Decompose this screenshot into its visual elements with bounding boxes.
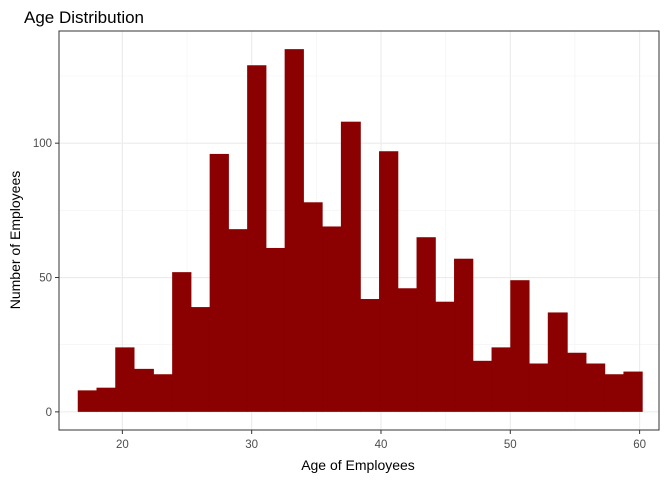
histogram-bar bbox=[134, 368, 154, 412]
x-axis-title: Age of Employees bbox=[301, 457, 415, 473]
histogram-bar bbox=[623, 371, 643, 412]
ticks-layer: 20 30 40 50 60 0 50 100 bbox=[33, 138, 646, 451]
histogram-bar bbox=[416, 237, 436, 412]
histogram-bar bbox=[454, 258, 474, 412]
x-tick-label: 30 bbox=[245, 439, 258, 451]
histogram-bar bbox=[340, 121, 361, 412]
histogram-bar bbox=[379, 151, 399, 412]
bars-layer bbox=[77, 49, 643, 412]
histogram-bar bbox=[491, 347, 511, 412]
histogram-bar bbox=[247, 65, 267, 412]
plot-panel-border bbox=[58, 30, 660, 431]
histogram-bar bbox=[435, 301, 455, 412]
histogram-bar bbox=[284, 49, 304, 412]
histogram-bar bbox=[77, 390, 97, 412]
histogram-bar bbox=[529, 363, 549, 412]
histogram-bar bbox=[397, 288, 418, 412]
x-tick-label: 50 bbox=[504, 439, 517, 451]
histogram-bar bbox=[115, 347, 135, 412]
chart-title: Age Distribution bbox=[24, 8, 144, 27]
histogram-bar bbox=[472, 360, 493, 412]
x-tick-label: 40 bbox=[375, 439, 388, 451]
histogram-bar bbox=[303, 202, 323, 412]
histogram-bar bbox=[360, 299, 380, 412]
x-tick-label: 60 bbox=[633, 439, 646, 451]
histogram-bar bbox=[510, 280, 530, 412]
histogram-bar bbox=[585, 363, 606, 412]
y-tick-label: 0 bbox=[46, 407, 52, 419]
histogram-bar bbox=[153, 374, 173, 412]
histogram-bar bbox=[604, 374, 624, 412]
histogram-bar bbox=[265, 247, 286, 412]
x-tick-label: 20 bbox=[116, 439, 129, 451]
histogram-bar bbox=[209, 153, 229, 412]
histogram-bar bbox=[228, 229, 248, 412]
histogram-bar bbox=[547, 312, 568, 412]
histogram-bar bbox=[172, 272, 192, 412]
histogram-bar bbox=[190, 307, 211, 412]
y-axis-title: Number of Employees bbox=[7, 171, 23, 310]
histogram-bar bbox=[322, 226, 342, 412]
y-tick-label: 100 bbox=[33, 138, 52, 150]
histogram-bar bbox=[96, 387, 116, 412]
histogram-bar bbox=[567, 352, 587, 412]
y-tick-label: 50 bbox=[39, 273, 52, 285]
